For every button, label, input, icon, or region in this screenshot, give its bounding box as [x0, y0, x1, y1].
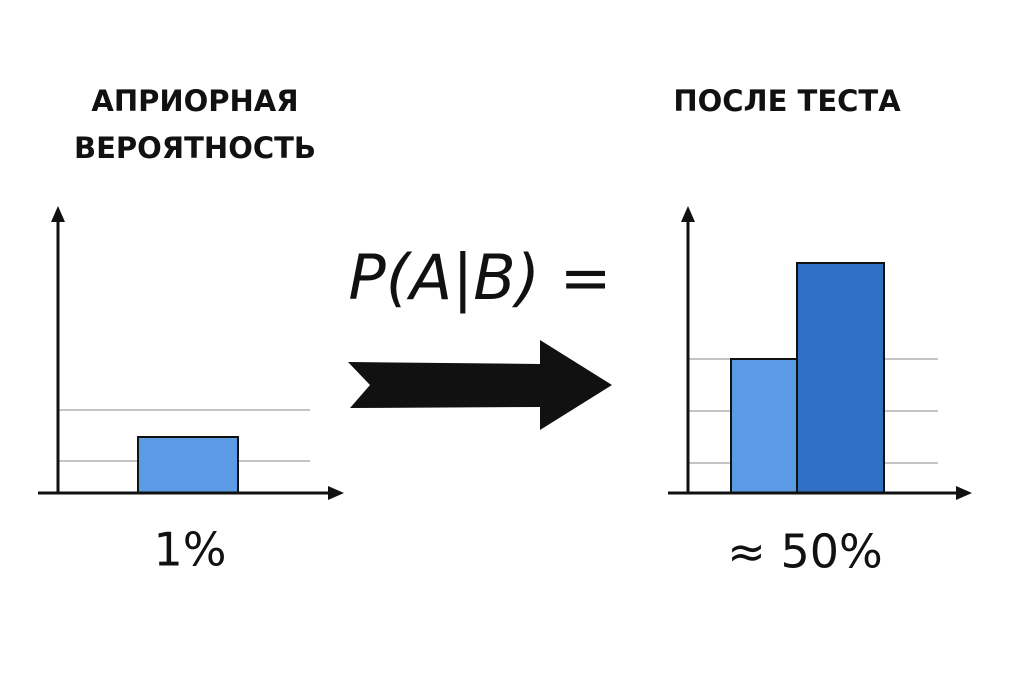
right-label: ≈ 50% [727, 525, 882, 579]
axis-arrow [956, 486, 972, 500]
arrow [348, 340, 612, 430]
left-label: 1% [154, 523, 227, 577]
axis-arrow [51, 206, 65, 222]
right-title: ПОСЛЕ ТЕСТА [673, 84, 901, 118]
bar [796, 262, 885, 494]
axis-arrow [681, 206, 695, 222]
bar [730, 358, 798, 494]
left-title: АПРИОРНАЯ [91, 84, 298, 118]
left-title: ВЕРОЯТНОСТЬ [74, 131, 316, 165]
formula: P(A|B) = [348, 241, 611, 315]
axis-arrow [328, 486, 344, 500]
bar [137, 436, 239, 494]
